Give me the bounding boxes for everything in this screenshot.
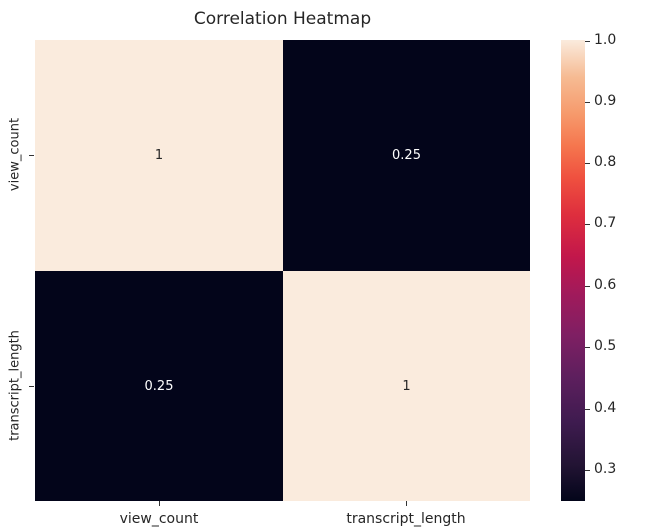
colorbar-tick: [585, 347, 590, 348]
colorbar-tick-label: 0.4: [594, 400, 617, 416]
colorbar-tick: [585, 470, 590, 471]
colorbar-tick-label: 0.3: [594, 461, 617, 477]
y-tick-label: view_count: [7, 117, 23, 192]
colorbar-tick: [585, 41, 590, 42]
y-tick: [29, 155, 34, 156]
cell-annotation: 0.25: [144, 378, 174, 394]
colorbar-tick-label: 0.5: [594, 338, 617, 354]
heatmap-cell: 0.25: [35, 271, 283, 501]
colorbar-tick: [585, 102, 590, 103]
x-tick-label: view_count: [119, 511, 199, 527]
cell-annotation: 1: [154, 148, 164, 163]
colorbar-tick-label: 0.8: [594, 154, 617, 170]
colorbar-tick-label: 1.0: [594, 32, 617, 48]
colorbar-tick: [585, 286, 590, 287]
colorbar-tick: [585, 409, 590, 410]
heatmap-cell: 0.25: [283, 40, 530, 271]
heatmap-cell: 1: [283, 271, 530, 501]
colorbar-tick: [585, 224, 590, 225]
x-tick-label: transcript_length: [346, 511, 466, 527]
x-tick: [406, 501, 407, 506]
y-tick: [29, 386, 34, 387]
x-tick: [159, 501, 160, 506]
y-tick-label: transcript_length: [7, 330, 23, 441]
cell-annotation: 0.25: [392, 148, 421, 163]
colorbar-tick-label: 0.7: [594, 215, 617, 231]
colorbar-tick: [585, 163, 590, 164]
heatmap-cell: 1: [35, 40, 283, 271]
cell-annotation: 1: [402, 378, 411, 394]
colorbar: [561, 40, 585, 501]
colorbar-tick-label: 0.6: [594, 277, 617, 293]
chart-title: Correlation Heatmap: [193, 9, 372, 29]
colorbar-tick-label: 0.9: [594, 93, 617, 109]
